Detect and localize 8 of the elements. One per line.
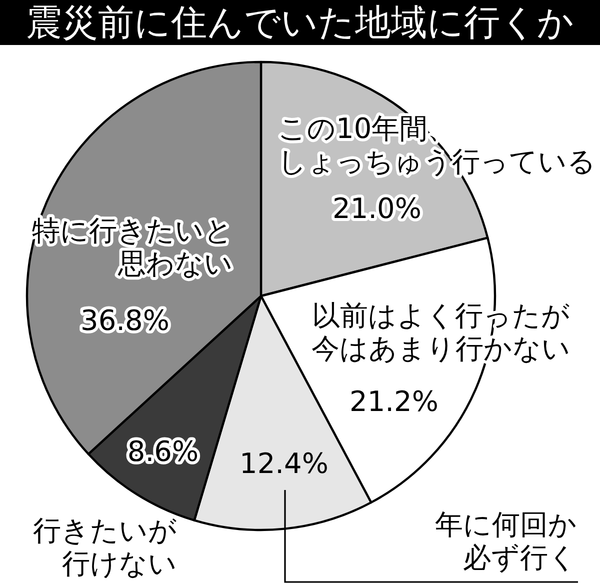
data-label: 36.8%	[80, 304, 170, 336]
data-label: 12.4%	[240, 446, 328, 480]
data-label: 21.0%	[332, 192, 422, 224]
slice-label: 行きたいが行けない	[33, 514, 177, 580]
data-label: 8.6%	[127, 434, 199, 468]
data-label: 21.2%	[350, 384, 438, 418]
chart-title: 震災前に住んでいた地域に行くか	[26, 2, 574, 44]
slice-label: 年に何回か必ず行く	[435, 508, 577, 574]
